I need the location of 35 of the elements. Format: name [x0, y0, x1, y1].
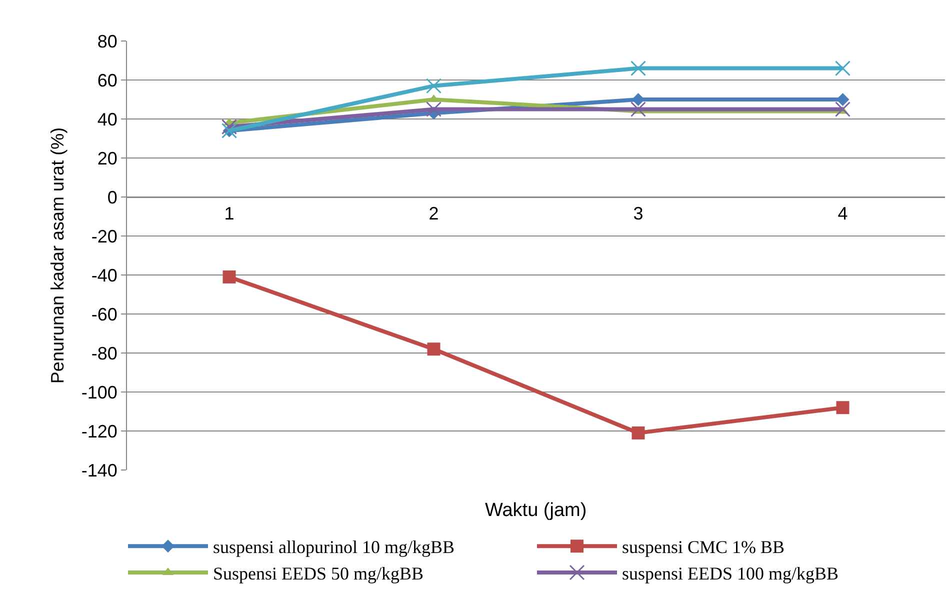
point: [222, 119, 237, 135]
point: [836, 401, 850, 414]
x-tick-label: 3: [633, 204, 644, 224]
y-tick-label: 60: [97, 70, 118, 90]
point: [426, 78, 442, 94]
point: [426, 102, 442, 117]
point: [836, 93, 850, 106]
point: [630, 60, 646, 76]
y-tick-label: -80: [91, 343, 118, 364]
y-tick-label: -100: [81, 382, 118, 402]
y-axis-title: Penurunan kadar asam urat (%): [48, 127, 68, 384]
y-tick-label: 40: [97, 109, 118, 130]
legend-label: Suspensi EEDS 50 mg/kgBB: [213, 564, 424, 584]
y-tick-label: 20: [97, 148, 118, 168]
point: [427, 342, 440, 356]
y-tick-label: -60: [91, 304, 118, 324]
point: [835, 102, 850, 117]
y-tick-label: 80: [97, 31, 118, 52]
legend-label: suspensi EEDS 100 mg/kgBB: [622, 564, 839, 584]
point: [632, 93, 645, 106]
x-axis-title: Waktu (jam): [485, 500, 587, 521]
point: [630, 102, 646, 117]
y-tick-label: -40: [91, 265, 118, 286]
x-tick-label: 1: [224, 204, 234, 224]
legend-label: suspensi CMC 1% BB: [622, 537, 785, 558]
y-tick-label: 0: [107, 187, 118, 208]
point: [835, 60, 850, 76]
x-tick-label: 2: [428, 204, 439, 224]
point: [632, 426, 645, 440]
y-tick-label: -120: [81, 421, 118, 442]
y-tick-label: -20: [91, 226, 118, 246]
y-tick-label: -140: [81, 460, 118, 480]
point: [222, 270, 236, 284]
legend-label: suspensi allopurinol 10 mg/kgBB: [213, 537, 455, 558]
x-tick-label: 4: [838, 204, 848, 224]
